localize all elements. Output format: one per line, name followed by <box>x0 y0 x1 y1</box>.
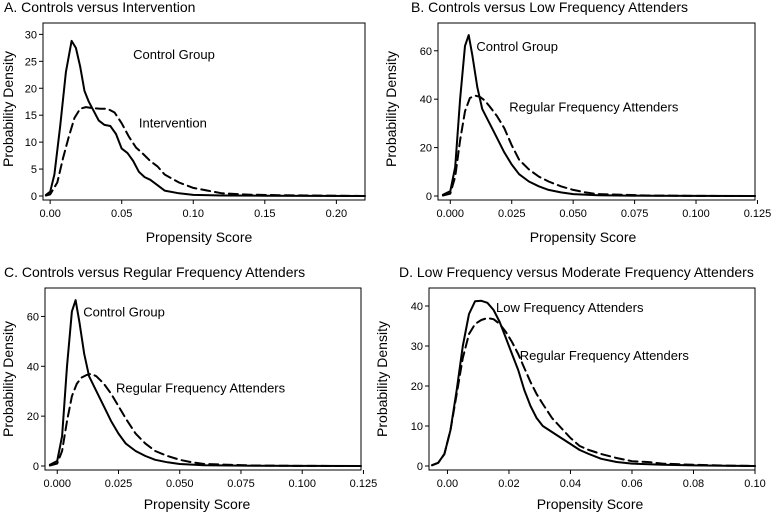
panel-c-x-tick-label: 0.050 <box>166 478 194 490</box>
panel-d-x-axis-label: Propensity Score <box>537 496 644 512</box>
panel-b-x-axis-label: Propensity Score <box>530 229 637 245</box>
panel-c-y-tick-label: 40 <box>27 361 39 373</box>
panel-c-title: C. Controls versus Regular Frequency Att… <box>4 264 305 280</box>
panel-c-y-tick-label: 20 <box>27 411 39 423</box>
panel-c-annotation: Control Group <box>83 305 165 320</box>
panel-a-y-tick-label: 30 <box>25 29 37 41</box>
panel-a-y-tick-label: 15 <box>25 110 37 122</box>
panel-d-y-tick-label: 30 <box>411 341 423 353</box>
panel-b-y-tick-label: 20 <box>420 143 432 155</box>
panel-b-title: B. Controls versus Low Frequency Attende… <box>411 0 688 15</box>
panel-b-series <box>441 34 756 197</box>
panel-a-y-tick-label: 20 <box>25 83 37 95</box>
panel-d-title: D. Low Frequency versus Moderate Frequen… <box>399 264 754 280</box>
panel-c-series <box>48 299 362 467</box>
panel-c-y-tick-label: 0 <box>33 461 39 473</box>
panel-b-x-tick-label: 0.075 <box>621 208 649 220</box>
panel-a-plot-frame <box>42 22 366 201</box>
panel-b-y-ticks: 0 20 40 60 <box>420 46 438 203</box>
panel-a-y-tick-label: 10 <box>25 137 37 149</box>
panel-d-y-tick-label: 40 <box>411 301 423 313</box>
panel-d-x-tick-label: 0.02 <box>498 478 519 490</box>
panel-a: A. Controls versus Intervention 0.00 0.05… <box>0 0 366 245</box>
panel-a-curve-intervention <box>44 106 366 197</box>
panel-c-y-ticks: 0 20 40 60 <box>27 311 45 473</box>
panel-a-y-tick-label: 25 <box>25 56 37 68</box>
panel-a-title: A. Controls versus Intervention <box>4 0 195 15</box>
panel-c-curve-regular-frequency-attenders <box>48 372 362 467</box>
panel-a-y-tick-label: 5 <box>31 164 37 176</box>
panel-b-x-ticks: 0.000 0.025 0.050 0.075 0.100 0.125 <box>437 200 772 220</box>
panel-d-annotation: Regular Frequency Attenders <box>520 348 690 363</box>
panel-b-x-tick-label: 0.025 <box>498 208 526 220</box>
panel-d-y-tick-label: 10 <box>411 421 423 433</box>
panel-d-x-tick-label: 0.06 <box>621 478 642 490</box>
panel-d-curve-low-frequency-attenders <box>431 299 756 467</box>
panel-a-x-tick-label: 0.00 <box>39 208 60 220</box>
panel-c-annotations: Control Group Regular Frequency Attenders <box>83 305 285 396</box>
panel-d-x-tick-label: 0.08 <box>683 478 704 490</box>
panel-d-annotation: Low Frequency Attenders <box>496 300 644 315</box>
panel-b-plot-frame <box>437 22 756 201</box>
panel-d-x-tick-label: 0.00 <box>437 478 458 490</box>
panel-c-curve-control-group <box>48 299 362 467</box>
panel-c-x-tick-label: 0.025 <box>105 478 133 490</box>
panel-c-y-tick-label: 60 <box>27 311 39 323</box>
panel-b-annotation: Control Group <box>476 39 558 54</box>
panel-b-y-axis-label: Probability Density <box>383 51 399 167</box>
panel-a-x-tick-label: 0.20 <box>326 208 347 220</box>
panel-a-y-tick-label: 0 <box>31 191 37 203</box>
panel-d-y-tick-label: 20 <box>411 381 423 393</box>
panel-a-x-tick-label: 0.15 <box>254 208 275 220</box>
panel-c-x-tick-label: 0.075 <box>227 478 255 490</box>
panel-c-y-axis-label: Probability Density <box>0 321 16 437</box>
panel-b-curve-control-group <box>441 34 756 197</box>
panel-d: D. Low Frequency versus Moderate Frequen… <box>374 264 766 512</box>
panel-b-x-tick-label: 0.050 <box>559 208 587 220</box>
panel-b-annotation: Regular Frequency Attenders <box>509 100 679 115</box>
panel-a-x-axis-label: Propensity Score <box>146 229 253 245</box>
panel-a-curve-control-group <box>44 39 366 197</box>
panel-c-plot-frame <box>44 287 362 471</box>
panel-a-x-tick-label: 0.10 <box>183 208 204 220</box>
panel-d-x-ticks: 0.00 0.02 0.04 0.06 0.08 0.10 <box>437 470 766 490</box>
panel-b-x-tick-label: 0.125 <box>744 208 772 220</box>
panel-d-y-ticks: 0 10 20 30 40 <box>411 301 429 473</box>
panel-a-x-tick-label: 0.05 <box>111 208 132 220</box>
panel-d-series <box>431 299 756 467</box>
panel-d-plot-frame <box>428 287 756 471</box>
panel-b-x-tick-label: 0.100 <box>682 208 710 220</box>
panel-d-x-tick-label: 0.10 <box>744 478 765 490</box>
panel-c-x-tick-label: 0.125 <box>350 478 378 490</box>
panel-c: C. Controls versus Regular Frequency Att… <box>0 264 377 512</box>
panel-a-annotation: Intervention <box>139 115 207 130</box>
panel-c-x-ticks: 0.000 0.025 0.050 0.075 0.100 0.125 <box>43 470 377 490</box>
panel-d-y-axis-label: Probability Density <box>374 321 390 437</box>
panel-a-y-axis-label: Probability Density <box>0 51 16 167</box>
panel-a-annotation: Control Group <box>133 47 215 62</box>
panel-b-x-tick-label: 0.000 <box>437 208 465 220</box>
panel-b-curve-regular-frequency-attenders <box>441 94 756 197</box>
panel-a-series <box>44 39 366 197</box>
panel-a-y-ticks: 0 5 10 15 20 25 30 <box>25 29 43 203</box>
panel-d-annotations: Low Frequency Attenders Regular Frequency… <box>496 300 689 363</box>
panel-b-y-tick-label: 0 <box>426 191 432 203</box>
panel-a-x-ticks: 0.00 0.05 0.10 0.15 0.20 <box>39 200 347 220</box>
panel-c-x-tick-label: 0.000 <box>43 478 71 490</box>
panel-d-curve-regular-frequency-attenders <box>431 317 756 467</box>
panel-b-annotations: Control Group Regular Frequency Attenders <box>476 39 679 115</box>
panel-c-x-tick-label: 0.100 <box>288 478 316 490</box>
panel-c-annotation: Regular Frequency Attenders <box>116 381 286 396</box>
panel-a-annotations: Control Group Intervention <box>133 47 215 130</box>
panel-b-y-tick-label: 60 <box>420 46 432 58</box>
panel-d-x-tick-label: 0.04 <box>560 478 581 490</box>
panel-c-x-axis-label: Propensity Score <box>144 496 251 512</box>
panel-b-y-tick-label: 40 <box>420 94 432 106</box>
panel-b: B. Controls versus Low Frequency Attende… <box>383 0 771 245</box>
panel-d-y-tick-label: 0 <box>417 461 423 473</box>
